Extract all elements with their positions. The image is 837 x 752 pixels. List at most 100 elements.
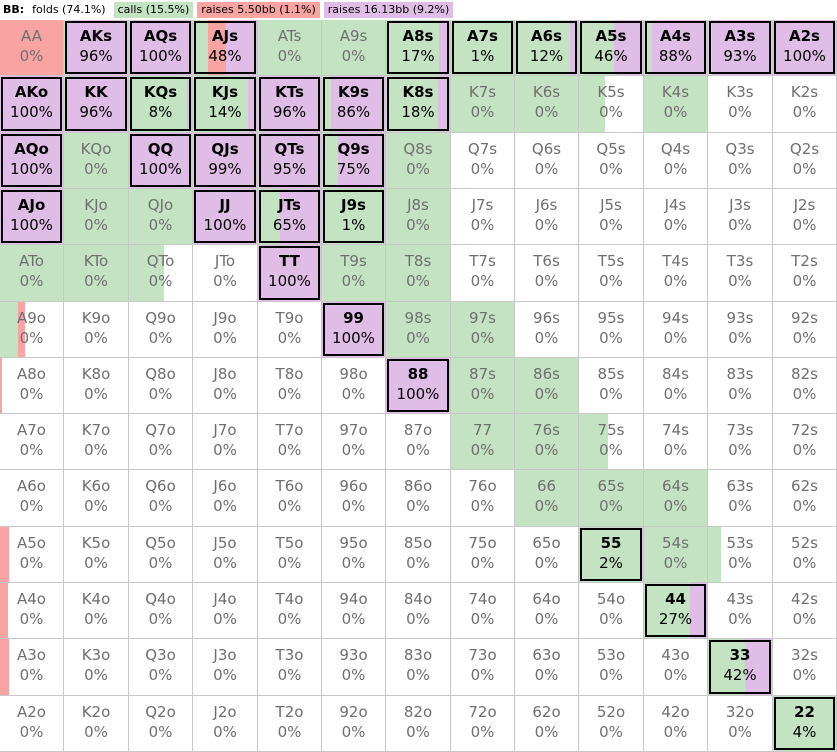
hand-cell-54o[interactable]: 54o 0% <box>579 583 644 639</box>
hand-cell-J5s[interactable]: J5s 0% <box>579 189 644 245</box>
hand-cell-83s[interactable]: 83s 0% <box>708 358 773 414</box>
hand-cell-J7o[interactable]: J7o 0% <box>193 414 258 470</box>
hand-cell-A8s[interactable]: A8s 17% <box>386 20 451 76</box>
hand-cell-A4o[interactable]: A4o 0% <box>0 583 64 639</box>
hand-cell-K2o[interactable]: K2o 0% <box>64 696 129 752</box>
hand-cell-QTs[interactable]: QTs 95% <box>258 133 322 189</box>
hand-cell-76s[interactable]: 76s 0% <box>515 414 579 470</box>
hand-cell-A9o[interactable]: A9o 0% <box>0 302 64 358</box>
hand-cell-73o[interactable]: 73o 0% <box>451 639 515 696</box>
hand-cell-83o[interactable]: 83o 0% <box>386 639 451 696</box>
hand-cell-84o[interactable]: 84o 0% <box>386 583 451 639</box>
hand-cell-A6s[interactable]: A6s 12% <box>515 20 579 76</box>
hand-cell-KTo[interactable]: KTo 0% <box>64 245 129 302</box>
hand-cell-85o[interactable]: 85o 0% <box>386 527 451 583</box>
hand-cell-77[interactable]: 77 0% <box>451 414 515 470</box>
hand-cell-97o[interactable]: 97o 0% <box>322 414 386 470</box>
hand-cell-T5s[interactable]: T5s 0% <box>579 245 644 302</box>
hand-cell-K8o[interactable]: K8o 0% <box>64 358 129 414</box>
hand-cell-A2s[interactable]: A2s 100% <box>773 20 837 76</box>
hand-cell-Q5o[interactable]: Q5o 0% <box>129 527 193 583</box>
hand-cell-KTs[interactable]: KTs 96% <box>258 76 322 133</box>
hand-cell-65o[interactable]: 65o 0% <box>515 527 579 583</box>
hand-cell-JTo[interactable]: JTo 0% <box>193 245 258 302</box>
hand-cell-T3s[interactable]: T3s 0% <box>708 245 773 302</box>
hand-cell-AA[interactable]: AA 0% <box>0 20 64 76</box>
hand-cell-82s[interactable]: 82s 0% <box>773 358 837 414</box>
hand-cell-84s[interactable]: 84s 0% <box>644 358 708 414</box>
hand-cell-92s[interactable]: 92s 0% <box>773 302 837 358</box>
hand-cell-A4s[interactable]: A4s 88% <box>644 20 708 76</box>
hand-cell-K4s[interactable]: K4s 0% <box>644 76 708 133</box>
hand-cell-K6o[interactable]: K6o 0% <box>64 470 129 527</box>
hand-cell-Q5s[interactable]: Q5s 0% <box>579 133 644 189</box>
hand-cell-93s[interactable]: 93s 0% <box>708 302 773 358</box>
hand-cell-63o[interactable]: 63o 0% <box>515 639 579 696</box>
hand-cell-K2s[interactable]: K2s 0% <box>773 76 837 133</box>
hand-cell-J6s[interactable]: J6s 0% <box>515 189 579 245</box>
hand-cell-AJo[interactable]: AJo 100% <box>0 189 64 245</box>
hand-cell-99[interactable]: 99 100% <box>322 302 386 358</box>
hand-cell-Q3o[interactable]: Q3o 0% <box>129 639 193 696</box>
hand-cell-92o[interactable]: 92o 0% <box>322 696 386 752</box>
hand-cell-K9s[interactable]: K9s 86% <box>322 76 386 133</box>
hand-cell-J2s[interactable]: J2s 0% <box>773 189 837 245</box>
hand-cell-A5o[interactable]: A5o 0% <box>0 527 64 583</box>
hand-cell-Q7o[interactable]: Q7o 0% <box>129 414 193 470</box>
hand-cell-42o[interactable]: 42o 0% <box>644 696 708 752</box>
hand-cell-K5s[interactable]: K5s 0% <box>579 76 644 133</box>
hand-cell-T2s[interactable]: T2s 0% <box>773 245 837 302</box>
hand-cell-52s[interactable]: 52s 0% <box>773 527 837 583</box>
hand-cell-87s[interactable]: 87s 0% <box>451 358 515 414</box>
hand-cell-A5s[interactable]: A5s 46% <box>579 20 644 76</box>
hand-cell-65s[interactable]: 65s 0% <box>579 470 644 527</box>
hand-cell-Q2s[interactable]: Q2s 0% <box>773 133 837 189</box>
hand-cell-K5o[interactable]: K5o 0% <box>64 527 129 583</box>
hand-cell-J2o[interactable]: J2o 0% <box>193 696 258 752</box>
hand-cell-72o[interactable]: 72o 0% <box>451 696 515 752</box>
hand-cell-32s[interactable]: 32s 0% <box>773 639 837 696</box>
hand-cell-98o[interactable]: 98o 0% <box>322 358 386 414</box>
hand-cell-J4o[interactable]: J4o 0% <box>193 583 258 639</box>
hand-cell-44[interactable]: 44 27% <box>644 583 708 639</box>
hand-cell-33[interactable]: 33 42% <box>708 639 773 696</box>
hand-cell-Q9s[interactable]: Q9s 75% <box>322 133 386 189</box>
hand-cell-85s[interactable]: 85s 0% <box>579 358 644 414</box>
hand-cell-72s[interactable]: 72s 0% <box>773 414 837 470</box>
hand-cell-95o[interactable]: 95o 0% <box>322 527 386 583</box>
hand-cell-K7o[interactable]: K7o 0% <box>64 414 129 470</box>
hand-cell-75s[interactable]: 75s 0% <box>579 414 644 470</box>
hand-cell-53s[interactable]: 53s 0% <box>708 527 773 583</box>
hand-cell-K6s[interactable]: K6s 0% <box>515 76 579 133</box>
hand-cell-96o[interactable]: 96o 0% <box>322 470 386 527</box>
hand-cell-J3s[interactable]: J3s 0% <box>708 189 773 245</box>
hand-cell-Q4o[interactable]: Q4o 0% <box>129 583 193 639</box>
hand-cell-Q6o[interactable]: Q6o 0% <box>129 470 193 527</box>
hand-cell-62s[interactable]: 62s 0% <box>773 470 837 527</box>
hand-cell-75o[interactable]: 75o 0% <box>451 527 515 583</box>
hand-cell-Q9o[interactable]: Q9o 0% <box>129 302 193 358</box>
hand-cell-98s[interactable]: 98s 0% <box>386 302 451 358</box>
hand-cell-Q4s[interactable]: Q4s 0% <box>644 133 708 189</box>
hand-cell-K9o[interactable]: K9o 0% <box>64 302 129 358</box>
hand-cell-32o[interactable]: 32o 0% <box>708 696 773 752</box>
hand-cell-74o[interactable]: 74o 0% <box>451 583 515 639</box>
hand-cell-AKs[interactable]: AKs 96% <box>64 20 129 76</box>
hand-cell-A6o[interactable]: A6o 0% <box>0 470 64 527</box>
hand-cell-AQo[interactable]: AQo 100% <box>0 133 64 189</box>
hand-cell-T9o[interactable]: T9o 0% <box>258 302 322 358</box>
hand-cell-T4s[interactable]: T4s 0% <box>644 245 708 302</box>
hand-cell-KQo[interactable]: KQo 0% <box>64 133 129 189</box>
hand-cell-T7s[interactable]: T7s 0% <box>451 245 515 302</box>
hand-cell-K7s[interactable]: K7s 0% <box>451 76 515 133</box>
hand-cell-62o[interactable]: 62o 0% <box>515 696 579 752</box>
hand-cell-Q2o[interactable]: Q2o 0% <box>129 696 193 752</box>
hand-cell-94o[interactable]: 94o 0% <box>322 583 386 639</box>
hand-cell-ATo[interactable]: ATo 0% <box>0 245 64 302</box>
hand-cell-K4o[interactable]: K4o 0% <box>64 583 129 639</box>
hand-cell-KK[interactable]: KK 96% <box>64 76 129 133</box>
hand-cell-QTo[interactable]: QTo 0% <box>129 245 193 302</box>
hand-cell-43s[interactable]: 43s 0% <box>708 583 773 639</box>
hand-cell-J3o[interactable]: J3o 0% <box>193 639 258 696</box>
hand-cell-74s[interactable]: 74s 0% <box>644 414 708 470</box>
